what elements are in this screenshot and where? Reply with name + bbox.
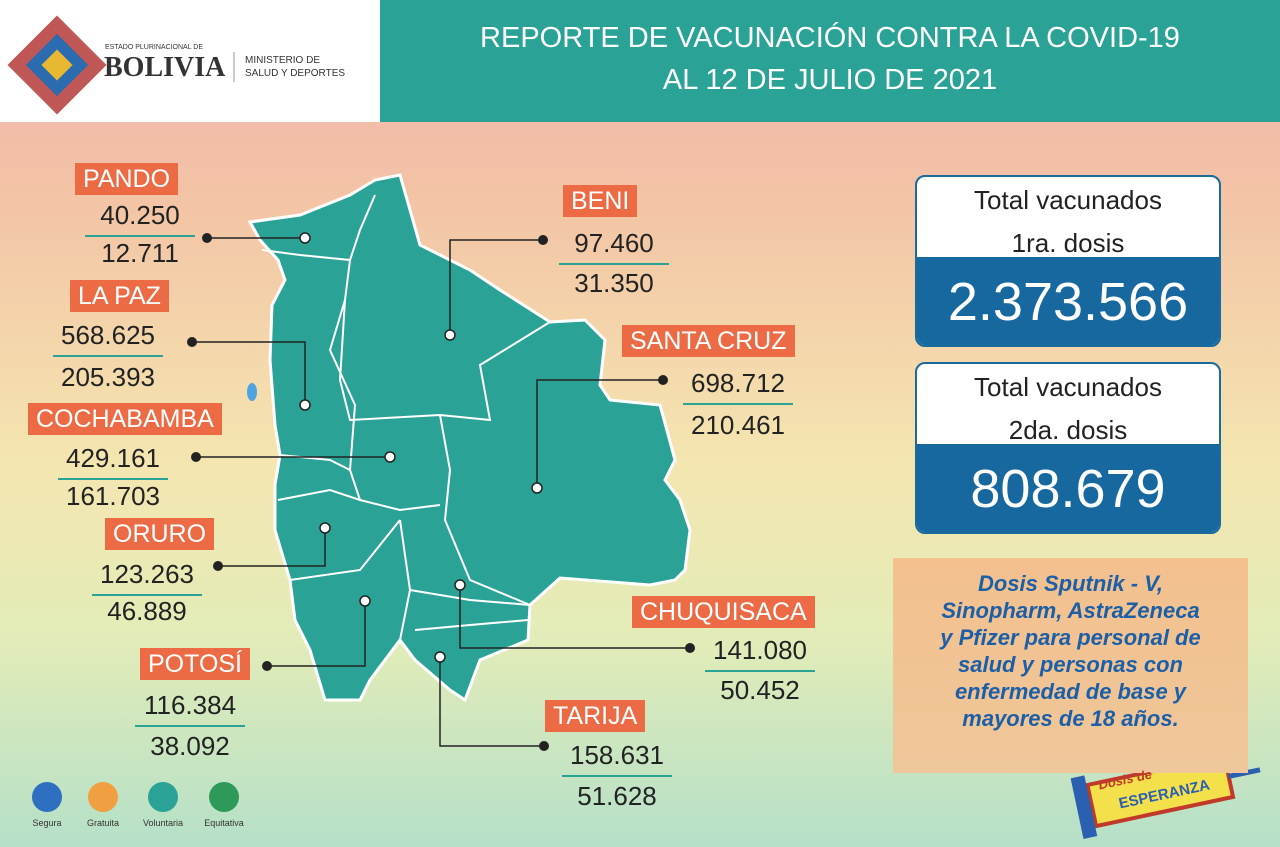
map-point <box>384 451 396 463</box>
note-line: Sinopharm, AstraZeneca <box>941 598 1200 623</box>
ministry: MINISTERIO DE <box>245 55 321 66</box>
separator <box>92 594 202 596</box>
department-name: POTOSÍ <box>140 648 251 680</box>
note-line: Dosis Sputnik - V, <box>977 571 1163 596</box>
dose1-count: 116.384 <box>143 690 237 720</box>
total-label: Total vacunados <box>974 185 1162 215</box>
separator <box>683 403 793 405</box>
badges <box>32 782 239 812</box>
department-name: SANTA CRUZ <box>622 325 795 357</box>
separator <box>559 263 669 265</box>
dose1-count: 97.460 <box>574 228 654 258</box>
department-name: ORURO <box>105 518 215 550</box>
department-name: CHUQUISACA <box>632 596 815 628</box>
connector-dot <box>187 337 197 347</box>
dose1-count: 141.080 <box>713 635 807 665</box>
dose2-count: 38.092 <box>150 731 230 761</box>
map-point <box>454 579 466 591</box>
dose2-count: 51.628 <box>577 781 657 811</box>
note-line: enfermedad de base y <box>954 679 1187 704</box>
note-box: Dosis Sputnik - V, Sinopharm, AstraZeneca… <box>893 558 1248 773</box>
separator <box>53 355 163 357</box>
dose2-count: 12.711 <box>101 238 179 268</box>
connector-dot <box>213 561 223 571</box>
connector-line <box>267 601 366 667</box>
connector-dot <box>191 452 201 462</box>
badge-icon <box>209 782 239 812</box>
separator <box>135 725 245 727</box>
dose2-count: 46.889 <box>107 596 187 626</box>
dose2-count: 205.393 <box>61 362 155 392</box>
map-point <box>434 651 446 663</box>
badge-label: Voluntaria <box>142 818 184 828</box>
map-point <box>319 522 331 534</box>
dose2-count: 210.461 <box>691 410 785 440</box>
total-box: Total vacunados 2da. dosis 808.679 <box>915 362 1221 534</box>
total-box: Total vacunados 1ra. dosis 2.373.566 <box>915 175 1221 347</box>
dose1-count: 568.625 <box>61 320 155 350</box>
connector-line <box>536 379 663 488</box>
department-name: LA PAZ <box>70 280 169 312</box>
total-label: 2da. dosis <box>1008 415 1128 445</box>
connector-line <box>459 585 690 649</box>
badge-icon <box>32 782 62 812</box>
total-label: Total vacunados <box>974 372 1162 402</box>
total-value: 808.679 <box>917 444 1219 532</box>
connector-dot <box>685 643 695 653</box>
connector-line <box>218 528 326 567</box>
map-point <box>299 399 311 411</box>
total-label: 1ra. dosis <box>1011 228 1125 258</box>
department-name: COCHABAMBA <box>28 403 222 435</box>
badge-label: Gratuita <box>86 818 119 828</box>
department-name: PANDO <box>75 163 179 195</box>
separator <box>85 235 195 237</box>
connector-line <box>192 341 306 405</box>
map-point <box>444 329 456 341</box>
map-point <box>531 482 543 494</box>
subtitle: AL 12 DE JULIO DE 2021 <box>662 64 998 96</box>
total-value: 2.373.566 <box>917 257 1219 345</box>
dose1-count: 158.631 <box>570 740 664 770</box>
logo-emblem <box>7 15 107 115</box>
connector-dot <box>262 661 272 671</box>
header-banner <box>380 0 1280 122</box>
badge-icon <box>148 782 178 812</box>
separator <box>58 478 168 480</box>
map-point <box>299 232 311 244</box>
dose2-count: 31.350 <box>574 268 654 298</box>
connector-line <box>449 239 543 335</box>
dose1-count: 698.712 <box>691 368 785 398</box>
dose1-count: 40.250 <box>100 200 180 230</box>
ministry: SALUD Y DEPORTES <box>245 68 346 79</box>
dose1-count: 123.263 <box>100 559 194 589</box>
connector-dot <box>539 741 549 751</box>
title: REPORTE DE VACUNACIÓN CONTRA LA COVID-19 <box>480 22 1180 54</box>
connector-dot <box>538 235 548 245</box>
dose1-count: 429.161 <box>66 443 160 473</box>
dose2-count: 161.703 <box>66 481 160 511</box>
connector-line <box>439 657 544 747</box>
note-line: y Pfizer para personal de <box>940 625 1201 650</box>
badge-label: Equitativa <box>204 818 244 828</box>
logo-big: BOLIVIA <box>104 52 226 83</box>
department-name: TARIJA <box>545 700 646 732</box>
lake-titicaca <box>247 383 257 401</box>
separator <box>705 670 815 672</box>
note-line: salud y personas con <box>958 652 1183 677</box>
connector-dot <box>202 233 212 243</box>
logo-small: ESTADO PLURINACIONAL DE <box>105 44 204 51</box>
dose2-count: 50.452 <box>720 675 800 705</box>
department-name: BENI <box>563 185 638 217</box>
connector-dot <box>658 375 668 385</box>
note-line: mayores de 18 años. <box>962 706 1179 731</box>
badge-icon <box>88 782 118 812</box>
campaign-logo <box>1070 753 1261 839</box>
separator <box>562 775 672 777</box>
map-point <box>359 595 371 607</box>
badge-label: Segura <box>32 818 62 828</box>
department-borders <box>261 194 551 641</box>
